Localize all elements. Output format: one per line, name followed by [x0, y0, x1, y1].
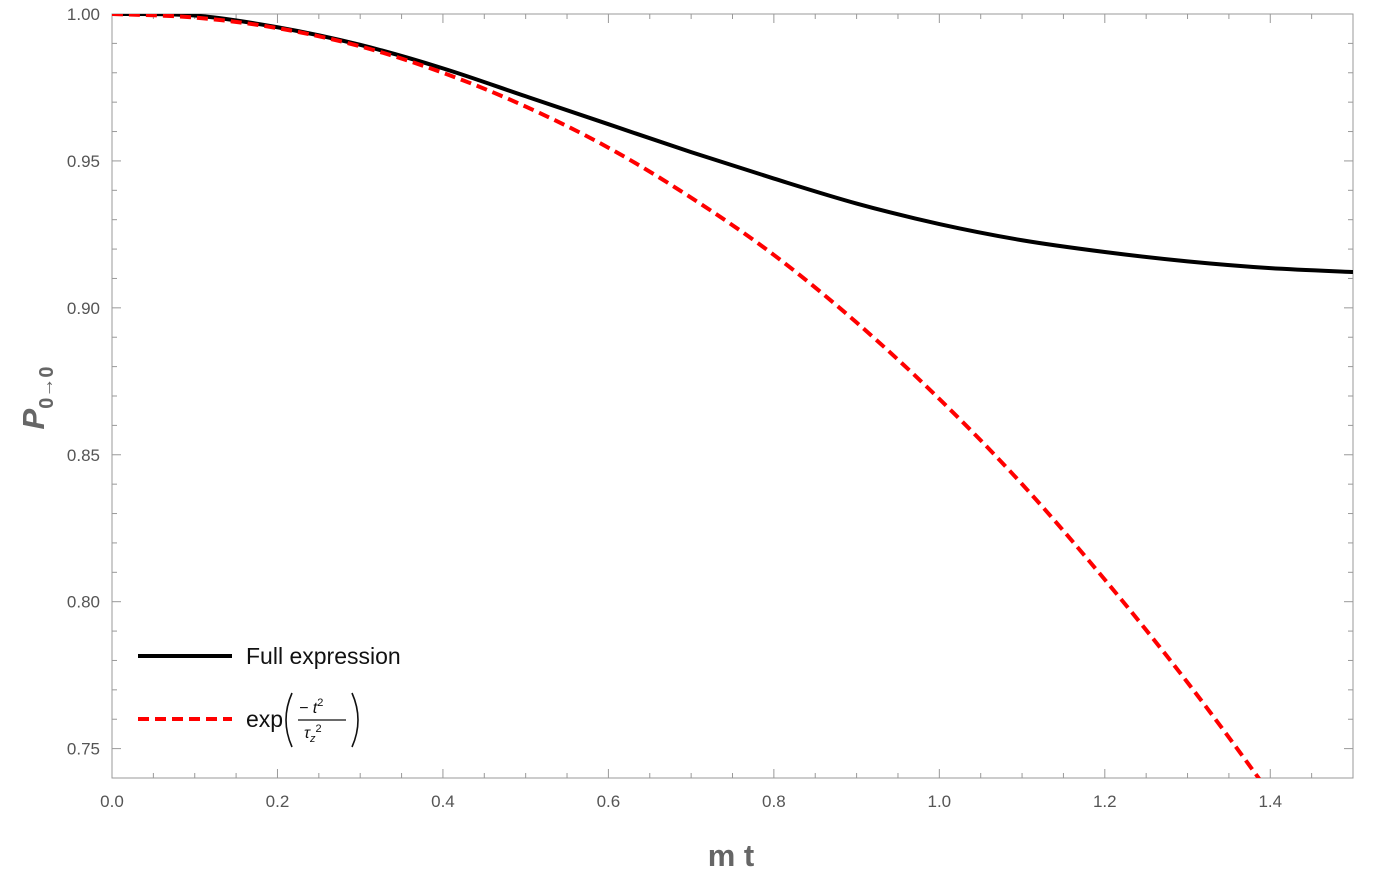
x-tick-label: 1.0	[928, 792, 952, 811]
y-axis-title-subscript: 0→0	[36, 367, 58, 409]
y-tick-label: 0.85	[67, 446, 100, 465]
legend-label-full-expression: Full expression	[246, 643, 401, 669]
y-tick-labels: 0.75 0.80 0.85 0.90 0.95 1.00	[67, 5, 100, 759]
y-tick-label: 0.80	[67, 593, 100, 612]
legend-left-paren	[285, 692, 293, 748]
legend: Full expression exp − t2 τz2	[138, 643, 401, 748]
y-tick-label: 0.90	[67, 299, 100, 318]
y-axis-title-main: P	[16, 408, 51, 429]
legend-numerator: − t2	[299, 697, 323, 717]
x-tick-label: 0.4	[431, 792, 455, 811]
x-tick-label: 0.6	[597, 792, 621, 811]
legend-exp-fn: exp	[246, 706, 283, 732]
x-tick-label: 0.2	[266, 792, 290, 811]
legend-right-paren	[351, 692, 359, 748]
svg-text:P0→0: P0→0	[16, 367, 58, 430]
y-tick-label: 0.75	[67, 740, 100, 759]
x-tick-label: 1.4	[1258, 792, 1282, 811]
legend-label-exp: exp − t2 τz2	[246, 692, 359, 748]
y-axis-title: P0→0	[16, 367, 58, 430]
x-axis-title: m t	[708, 838, 755, 873]
legend-denominator: τz2	[304, 723, 322, 745]
x-tick-label: 0.8	[762, 792, 786, 811]
ticks	[111, 13, 1354, 779]
x-tick-label: 1.2	[1093, 792, 1117, 811]
y-tick-label: 0.95	[67, 152, 100, 171]
series-line-full-expression	[112, 14, 1353, 274]
series-line-exp-approximation	[112, 14, 1262, 778]
series-layer	[112, 14, 1353, 778]
x-tick-labels: 0.0 0.2 0.4 0.6 0.8 1.0 1.2 1.4	[100, 792, 1282, 811]
y-tick-label: 1.00	[67, 5, 100, 24]
x-tick-label: 0.0	[100, 792, 124, 811]
